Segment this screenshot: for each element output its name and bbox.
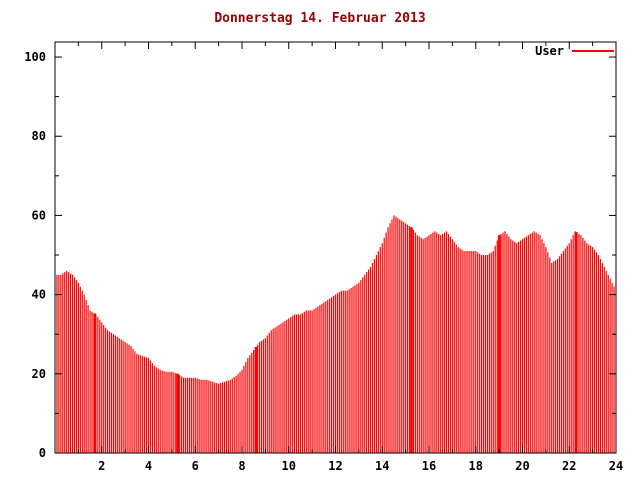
y-tick-label: 40 — [32, 288, 46, 302]
x-tick-label: 22 — [562, 459, 576, 473]
x-tick-label: 10 — [282, 459, 296, 473]
y-tick-label: 0 — [39, 446, 46, 460]
legend: User — [535, 44, 614, 58]
legend-line — [572, 50, 614, 52]
x-tick-label: 4 — [145, 459, 152, 473]
x-tick-label: 18 — [469, 459, 483, 473]
x-tick-label: 20 — [515, 459, 529, 473]
chart-title: Donnerstag 14. Februar 2013 — [214, 11, 426, 26]
y-tick-label: 60 — [32, 208, 46, 222]
x-tick-label: 16 — [422, 459, 436, 473]
x-tick-label: 12 — [328, 459, 342, 473]
x-tick-label: 24 — [609, 459, 623, 473]
x-tick-label: 2 — [98, 459, 105, 473]
y-tick-label: 100 — [24, 50, 46, 64]
x-tick-label: 14 — [375, 459, 389, 473]
y-tick-label: 20 — [32, 367, 46, 381]
x-tick-label: 8 — [238, 459, 245, 473]
y-tick-label: 80 — [32, 129, 46, 143]
x-tick-label: 6 — [192, 459, 199, 473]
legend-series-label: User — [535, 44, 564, 58]
